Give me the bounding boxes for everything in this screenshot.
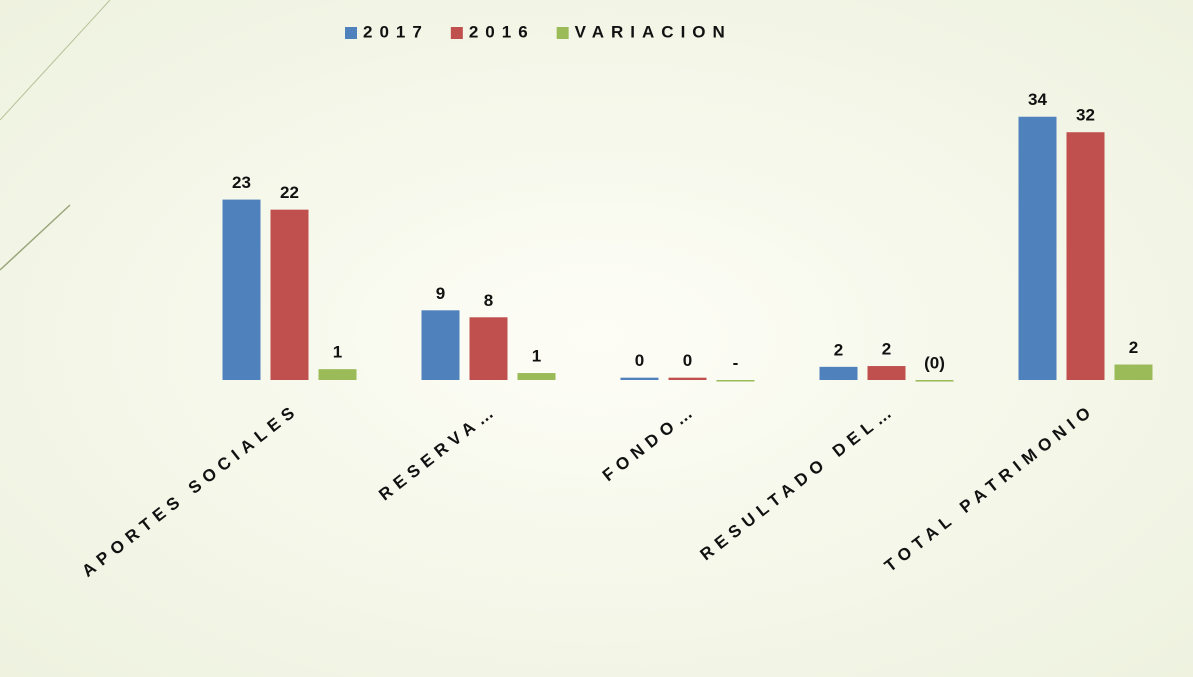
value-label: 9 (436, 284, 445, 303)
value-label: 23 (232, 173, 251, 192)
legend-swatch (556, 27, 569, 39)
legend-label: VARIACION (575, 22, 732, 41)
bar (1114, 364, 1153, 380)
bar (517, 373, 556, 380)
value-label: - (733, 353, 739, 372)
value-label: 1 (532, 347, 541, 366)
value-label: 0 (683, 351, 692, 370)
value-label: 2 (882, 340, 891, 359)
bar (819, 366, 858, 380)
bar (421, 310, 460, 380)
value-label: (0) (924, 353, 945, 372)
value-label: 1 (333, 343, 342, 362)
legend-label: 2017 (363, 22, 429, 41)
bar (318, 369, 357, 380)
legend-swatch (450, 27, 463, 39)
bar (668, 377, 707, 380)
bar (469, 317, 508, 380)
decor-line (0, 204, 71, 271)
bar (915, 380, 954, 382)
value-label: 34 (1028, 90, 1047, 109)
value-label: 32 (1076, 106, 1095, 125)
value-label: 22 (280, 183, 299, 202)
bar (867, 366, 906, 380)
bar (222, 199, 261, 380)
legend-swatch (345, 27, 357, 39)
bar (270, 209, 309, 380)
value-label: 2 (834, 340, 843, 359)
value-label: 0 (635, 351, 644, 370)
value-label: 2 (1129, 338, 1138, 357)
bar (1066, 132, 1105, 380)
value-label: 8 (484, 291, 493, 310)
bar (620, 377, 659, 380)
decor-line (0, 0, 111, 121)
legend-label: 2016 (469, 22, 535, 41)
bar (1018, 116, 1057, 380)
bar (716, 380, 755, 382)
